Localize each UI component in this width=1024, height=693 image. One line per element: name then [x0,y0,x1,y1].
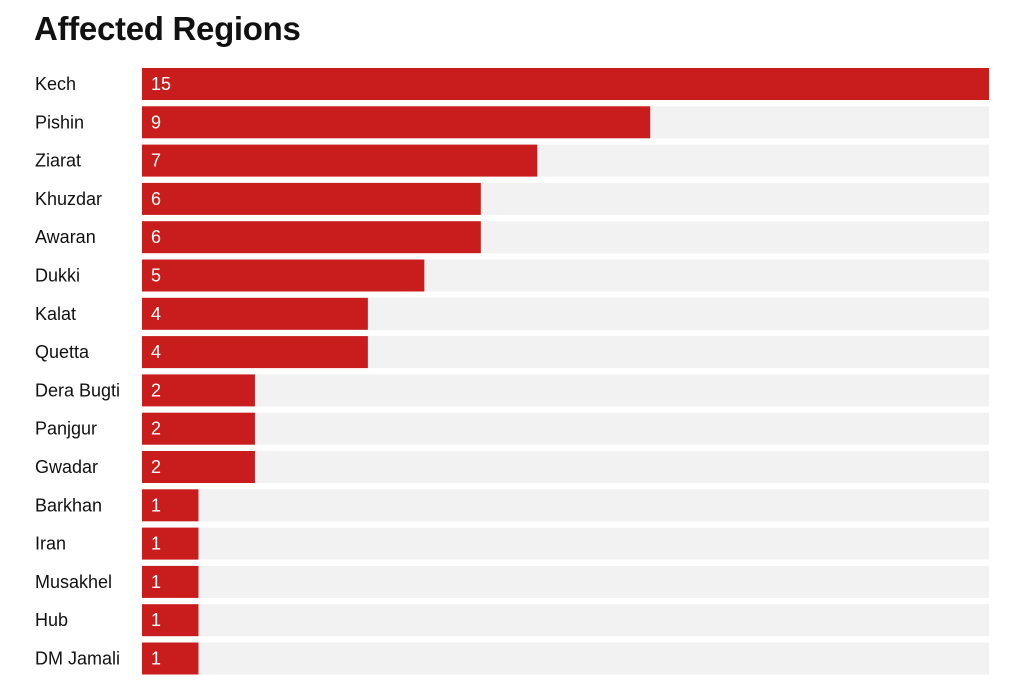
category-label: Musakhel [35,572,112,592]
value-label: 5 [151,266,161,286]
bar-row: Hub 1 [35,604,989,637]
value-label: 1 [151,534,161,554]
category-label: Kech [35,74,76,94]
bar [142,106,651,139]
bar [142,642,199,675]
bar-track [142,412,989,445]
bar-row: Iran 1 [35,527,989,560]
bar-row: Ziarat 7 [35,144,989,177]
bar-row: Dukki 5 [35,259,989,292]
bar-row: Gwadar 2 [35,451,989,483]
bar [142,336,368,369]
category-label: Panjgur [35,419,97,439]
category-label: Dera Bugti [35,380,120,400]
bar-row: Kech 15 [35,68,989,100]
value-label: 9 [151,112,161,132]
bar-track [142,604,989,637]
value-label: 4 [151,304,161,324]
category-label: Barkhan [35,495,102,515]
value-label: 7 [151,151,161,171]
bar-track [142,527,989,560]
bar-row: Barkhan 1 [35,489,989,522]
value-label: 6 [151,227,161,247]
bar-row: Quetta 4 [35,336,989,369]
bar-track [142,374,989,407]
category-label: Dukki [35,266,80,286]
bar [142,68,989,100]
bar-row: Kalat 4 [35,297,989,330]
value-label: 2 [151,380,161,400]
value-label: 6 [151,189,161,209]
category-label: Kalat [35,304,76,324]
bar [142,182,481,215]
bar [142,451,255,483]
bar-row: Musakhel 1 [35,565,989,598]
bar [142,374,255,407]
bar-track [142,565,989,598]
category-label: Hub [35,610,68,630]
category-label: Ziarat [35,151,81,171]
bar-row: Dera Bugti 2 [35,374,989,407]
bar [142,221,481,254]
bar-track [142,642,989,675]
category-label: Pishin [35,112,84,132]
category-label: Quetta [35,342,90,362]
value-label: 1 [151,572,161,592]
category-label: DM Jamali [35,649,120,669]
bar-row: Awaran 6 [35,221,989,254]
bar-row: DM Jamali 1 [35,642,989,675]
category-label: Awaran [35,227,96,247]
bar [142,489,199,522]
bar-track [142,489,989,522]
bar [142,144,538,177]
value-label: 1 [151,495,161,515]
value-label: 1 [151,610,161,630]
category-label: Gwadar [35,457,98,477]
value-label: 1 [151,649,161,669]
value-label: 2 [151,419,161,439]
bar [142,259,425,292]
value-label: 2 [151,457,161,477]
bar-track [142,451,989,483]
category-label: Iran [35,534,66,554]
bar-row: Khuzdar 6 [35,182,989,215]
bar [142,527,199,560]
bar [142,565,199,598]
bar [142,604,199,637]
value-label: 4 [151,342,161,362]
value-label: 15 [151,74,171,94]
chart-title: Affected Regions [34,10,301,47]
bar-row: Panjgur 2 [35,412,989,445]
bar [142,412,255,445]
category-label: Khuzdar [35,189,102,209]
bar [142,297,368,330]
bar-row: Pishin 9 [35,106,989,139]
